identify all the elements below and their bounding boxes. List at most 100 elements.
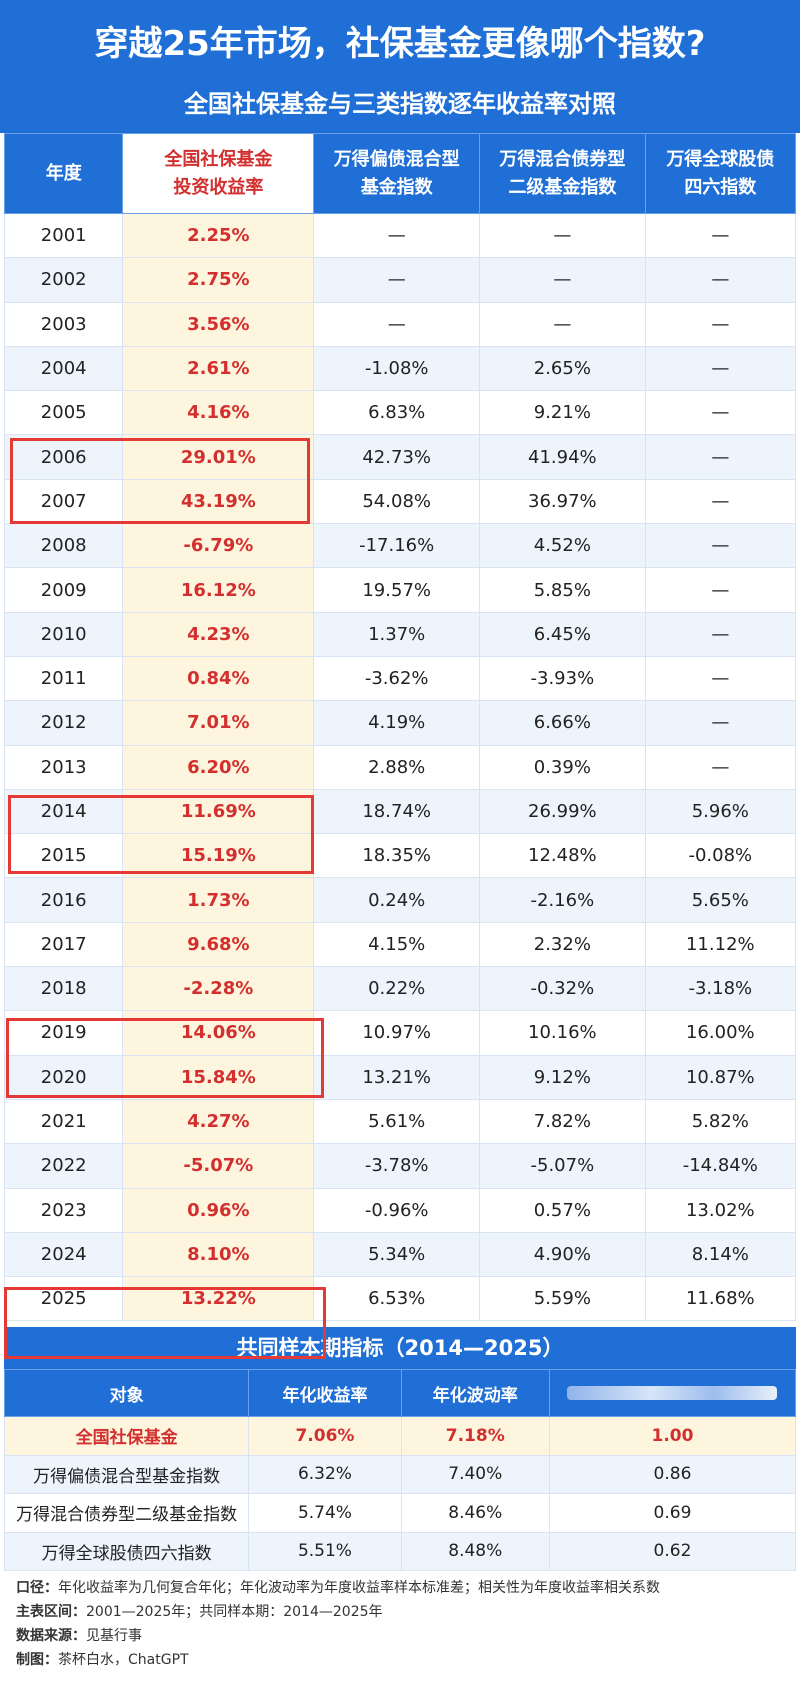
year-cell: 2001 <box>3 212 124 259</box>
table-row: 2009 16.12% 19.57% 5.85% — <box>3 567 797 613</box>
footer-notes: 口径：年化收益率为几何复合年化；年化波动率为年度收益率样本标准差；相关性为年度收… <box>16 1576 786 1672</box>
footer-text: 年化收益率为几何复合年化；年化波动率为年度收益率样本标准差；相关性为年度收益率相… <box>58 1580 660 1596</box>
index-return-cell: -3.93% <box>479 655 646 702</box>
index-return-cell: -1.08% <box>313 345 481 392</box>
index-return-cell: 2.88% <box>313 744 481 790</box>
index-return-cell: 9.12% <box>479 1054 646 1100</box>
fund-column-header: 全国社保基金 投资收益率 <box>122 133 315 214</box>
year-cell: 2013 <box>3 744 124 790</box>
footer-line: 口径：年化收益率为几何复合年化；年化波动率为年度收益率样本标准差；相关性为年度收… <box>16 1576 786 1600</box>
index-return-cell: 41.94% <box>479 434 646 480</box>
year-cell: 2021 <box>3 1098 124 1145</box>
table-row: 2012 7.01% 4.19% 6.66% — <box>3 700 797 746</box>
index-return-cell: — <box>313 257 481 303</box>
fund-return-cell: 43.19% <box>122 478 315 525</box>
index-return-cell: 54.08% <box>313 478 481 525</box>
metric-cell: 0.69 <box>548 1493 797 1533</box>
index-return-cell: -3.18% <box>644 966 797 1012</box>
table-row: 2004 2.61% -1.08% 2.65% — <box>3 345 797 392</box>
index-return-cell: 5.82% <box>644 1098 797 1145</box>
index-return-cell: 9.21% <box>479 390 646 436</box>
page-title: 穿越25年市场，社保基金更像哪个指数? <box>94 24 706 64</box>
fund-return-cell: 2.75% <box>122 257 315 303</box>
column-header: 万得偏债混合型 基金指数 <box>313 133 481 214</box>
table-row: 2001 2.25% — — — <box>3 212 797 259</box>
year-cell: 2010 <box>3 611 124 657</box>
metric-cell: 7.18% <box>400 1416 550 1456</box>
footer-label: 主表区间： <box>16 1604 86 1620</box>
fund-return-cell: 4.23% <box>122 611 315 657</box>
year-cell: 2020 <box>3 1054 124 1100</box>
index-return-cell: 2.32% <box>479 921 646 968</box>
index-return-cell: 13.02% <box>644 1187 797 1233</box>
year-cell: 2024 <box>3 1231 124 1278</box>
object-cell: 万得偏债混合型基金指数 <box>3 1454 250 1494</box>
index-return-cell: — <box>644 345 797 392</box>
column-header: 万得全球股债 四六指数 <box>644 133 797 214</box>
table-row: 2002 2.75% — — — <box>3 257 797 303</box>
table-row: 2021 4.27% 5.61% 7.82% 5.82% <box>3 1098 797 1145</box>
index-return-cell: — <box>644 301 797 347</box>
metric-cell: 8.48% <box>400 1531 550 1571</box>
footer-label: 制图： <box>16 1652 58 1668</box>
index-return-cell: 10.87% <box>644 1054 797 1100</box>
table-row: 2019 14.06% 10.97% 10.16% 16.00% <box>3 1010 797 1056</box>
index-return-cell: 10.16% <box>479 1010 646 1056</box>
index-return-cell: — <box>644 744 797 790</box>
table-row: 2015 15.19% 18.35% 12.48% -0.08% <box>3 833 797 879</box>
index-return-cell: 11.12% <box>644 921 797 968</box>
fund-return-cell: -6.79% <box>122 523 315 569</box>
fund-return-cell: 1.73% <box>122 877 315 923</box>
column-header: 年化收益率 <box>248 1369 402 1417</box>
column-header-line: 四六指数 <box>684 176 757 198</box>
footer-text: 见基行事 <box>86 1628 142 1644</box>
index-return-cell: 5.65% <box>644 877 797 923</box>
index-return-cell: 19.57% <box>313 567 481 613</box>
column-header-line: 基金指数 <box>360 176 433 198</box>
fund-return-cell: 6.20% <box>122 744 315 790</box>
index-return-cell: -5.07% <box>479 1143 646 1189</box>
index-return-cell: 6.66% <box>479 700 646 746</box>
table-row: 2011 0.84% -3.62% -3.93% — <box>3 655 797 702</box>
table-row: 万得混合债券型二级基金指数 5.74% 8.46% 0.69 <box>3 1493 797 1533</box>
highlight-box-2019-2020 <box>6 1018 324 1098</box>
index-return-cell: 18.74% <box>313 788 481 835</box>
column-header-line: 全国社保基金 <box>164 148 273 170</box>
fund-return-cell: 0.84% <box>122 655 315 702</box>
footer-line: 数据来源：见基行事 <box>16 1624 786 1648</box>
index-return-cell: 4.19% <box>313 700 481 746</box>
table-row: 2010 4.23% 1.37% 6.45% — <box>3 611 797 657</box>
year-cell: 2008 <box>3 523 124 569</box>
metric-cell: 8.46% <box>400 1493 550 1533</box>
year-cell: 2011 <box>3 655 124 702</box>
index-return-cell: -0.32% <box>479 966 646 1012</box>
index-return-cell: 11.68% <box>644 1276 797 1322</box>
index-return-cell: 1.37% <box>313 611 481 657</box>
index-return-cell: — <box>479 212 646 259</box>
index-return-cell: 16.00% <box>644 1010 797 1056</box>
table-row: 2008 -6.79% -17.16% 4.52% — <box>3 523 797 569</box>
year-cell: 2003 <box>3 301 124 347</box>
fund-return-cell: -2.28% <box>122 966 315 1012</box>
year-cell: 2025 <box>3 1276 124 1322</box>
index-return-cell: -2.16% <box>479 877 646 923</box>
column-header: 年度 <box>3 133 124 214</box>
index-return-cell: 2.65% <box>479 345 646 392</box>
table-row: 2016 1.73% 0.24% -2.16% 5.65% <box>3 877 797 923</box>
year-cell: 2015 <box>3 833 124 879</box>
index-return-cell: — <box>313 301 481 347</box>
index-return-cell: 12.48% <box>479 833 646 879</box>
index-return-cell: — <box>644 434 797 480</box>
year-cell: 2005 <box>3 390 124 436</box>
index-return-cell: — <box>644 611 797 657</box>
index-return-cell: 0.57% <box>479 1187 646 1233</box>
year-cell: 2002 <box>3 257 124 303</box>
year-cell: 2017 <box>3 921 124 968</box>
year-cell: 2006 <box>3 434 124 480</box>
annual-returns-table: 年度 全国社保基金 投资收益率 万得偏债混合型 基金指数 万得混合债券型 二级基金指数 万得全… <box>3 133 797 1322</box>
footer-text: 2001—2025年；共同样本期：2014—2025年 <box>86 1604 383 1620</box>
table-row: 2025 13.22% 6.53% 5.59% 11.68% <box>3 1276 797 1322</box>
index-return-cell: 4.15% <box>313 921 481 968</box>
index-return-cell: — <box>644 257 797 303</box>
sample-header-row: 对象 年化收益率 年化波动率 <box>3 1369 797 1417</box>
